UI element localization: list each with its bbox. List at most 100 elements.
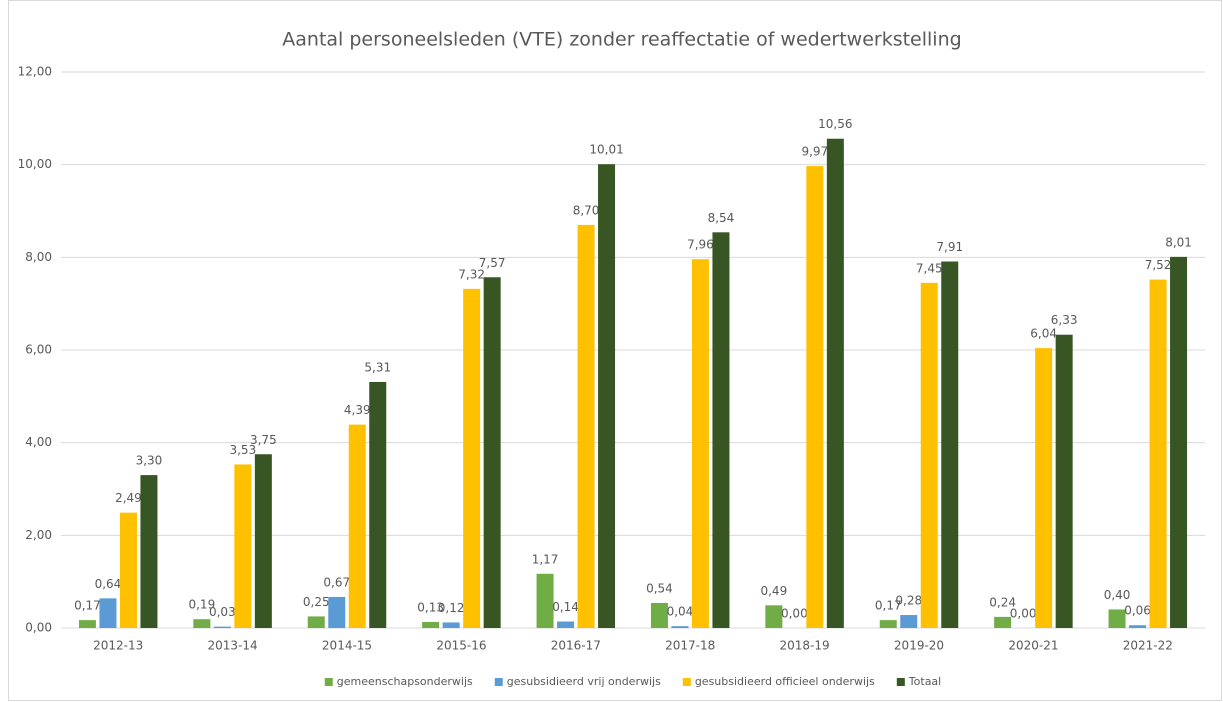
bar	[1129, 625, 1147, 628]
value-label: 0,04	[667, 605, 694, 619]
bar	[99, 598, 117, 628]
bar	[671, 626, 689, 628]
value-label: 9,97	[801, 145, 828, 159]
bar	[650, 602, 668, 628]
value-label: 1,17	[532, 552, 559, 566]
value-label: 0,14	[552, 600, 579, 614]
value-label: 0,17	[875, 599, 902, 613]
legend-swatch	[324, 678, 333, 686]
value-label: 0,54	[646, 581, 673, 595]
bar	[1170, 256, 1188, 628]
bar	[691, 259, 709, 628]
value-label: 7,96	[687, 238, 714, 252]
x-tick-label: 2015-16	[436, 639, 486, 653]
value-label: 10,56	[818, 117, 852, 131]
value-label: 3,75	[250, 433, 277, 447]
value-label: 8,01	[1165, 235, 1192, 249]
legend-label: gesubsidieerd vrij onderwijs	[507, 675, 661, 688]
bar	[442, 622, 460, 628]
bar	[328, 596, 346, 628]
value-label: 0,12	[438, 601, 465, 615]
bar	[557, 621, 575, 628]
bar	[140, 475, 158, 628]
bar	[234, 464, 252, 628]
bar	[1108, 609, 1126, 628]
bar	[193, 619, 211, 628]
x-tick-label: 2018-19	[780, 639, 830, 653]
x-tick-label: 2016-17	[551, 639, 601, 653]
value-label: 5,31	[364, 360, 391, 374]
value-label: 0,03	[209, 605, 236, 619]
y-tick-label: 8,00	[25, 250, 52, 264]
value-label: 3,30	[136, 454, 163, 468]
bar	[598, 164, 616, 628]
bar	[806, 166, 824, 628]
value-label: 0,67	[323, 575, 350, 589]
bar	[348, 424, 366, 628]
value-label: 0,13	[417, 600, 444, 614]
bar	[765, 605, 783, 628]
value-label: 0,00	[781, 607, 808, 621]
x-tick-label: 2014-15	[322, 639, 372, 653]
legend-label: gesubsidieerd officieel onderwijs	[695, 675, 875, 688]
chart-title: Aantal personeelsleden (VTE) zonder reaf…	[282, 29, 961, 51]
x-tick-label: 2013-14	[208, 639, 258, 653]
legend-swatch	[494, 678, 503, 686]
bar	[307, 616, 325, 628]
value-label: 0,64	[95, 577, 122, 591]
value-label: 7,57	[479, 256, 506, 270]
value-label: 6,33	[1051, 313, 1078, 327]
legend-swatch	[682, 678, 691, 686]
legend-label: gemeenschapsonderwijs	[337, 675, 473, 688]
value-label: 0,40	[1104, 588, 1131, 602]
bar	[712, 232, 730, 628]
legend-label: Totaal	[908, 675, 941, 688]
y-tick-label: 12,00	[18, 65, 52, 79]
bar	[1149, 279, 1167, 628]
x-tick-label: 2020-21	[1008, 639, 1058, 653]
bar	[1055, 334, 1073, 628]
bar	[994, 616, 1012, 628]
bar	[1035, 348, 1053, 628]
bar	[119, 512, 137, 628]
bar	[369, 381, 387, 628]
bar	[78, 620, 96, 628]
value-label: 0,49	[760, 584, 787, 598]
value-label: 7,91	[936, 240, 963, 254]
value-label: 7,52	[1145, 258, 1172, 272]
value-label: 8,70	[573, 203, 600, 217]
value-label: 0,00	[1010, 607, 1037, 621]
y-tick-label: 4,00	[25, 435, 52, 449]
value-label: 7,45	[916, 261, 943, 275]
value-label: 0,19	[188, 598, 215, 612]
value-label: 0,25	[303, 595, 330, 609]
bar	[900, 615, 918, 628]
legend-swatch	[896, 678, 905, 686]
value-label: 4,39	[344, 403, 371, 417]
value-label: 2,49	[115, 491, 142, 505]
x-tick-label: 2017-18	[665, 639, 715, 653]
bar	[920, 282, 938, 628]
bar	[422, 621, 440, 628]
y-tick-label: 0,00	[25, 621, 52, 635]
x-tick-label: 2019-20	[894, 639, 944, 653]
bar	[463, 288, 481, 628]
bar	[483, 277, 501, 628]
bar	[879, 620, 897, 628]
x-tick-label: 2012-13	[93, 639, 143, 653]
y-tick-label: 10,00	[18, 157, 52, 171]
bar	[941, 261, 959, 628]
bar	[577, 224, 595, 628]
bar	[254, 454, 272, 628]
value-label: 0,24	[989, 595, 1016, 609]
bar	[213, 626, 231, 628]
value-label: 7,32	[458, 267, 485, 281]
value-label: 0,06	[1124, 604, 1151, 618]
bar	[536, 573, 554, 628]
y-tick-label: 2,00	[25, 528, 52, 542]
x-tick-label: 2021-22	[1123, 639, 1173, 653]
value-label: 3,53	[229, 443, 256, 457]
value-label: 10,01	[589, 143, 623, 157]
value-label: 0,17	[74, 599, 101, 613]
